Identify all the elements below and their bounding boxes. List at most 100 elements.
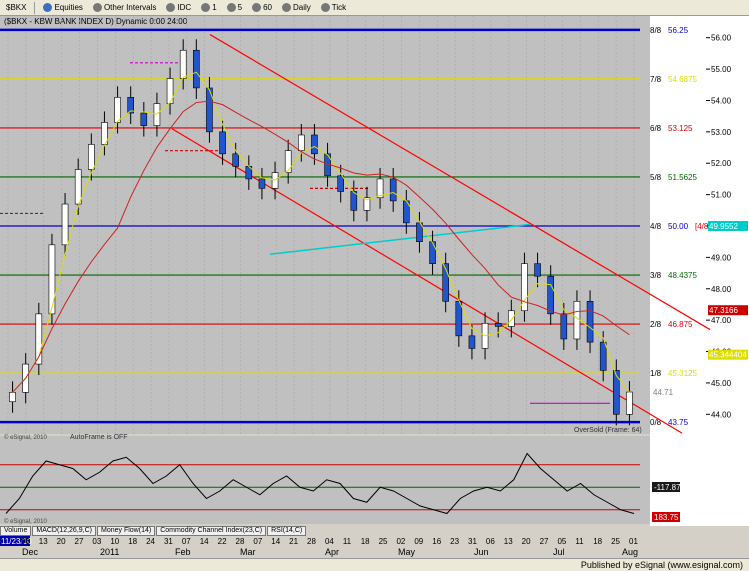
candle-body xyxy=(61,203,69,246)
level-value-label: 46.875 xyxy=(668,320,693,329)
trend-channel xyxy=(0,34,711,434)
candle-body xyxy=(508,310,515,327)
candle-body xyxy=(626,391,633,415)
price-tick-label: 54.00 xyxy=(711,96,732,105)
moving-average-slow xyxy=(12,100,630,393)
candle-body xyxy=(363,197,371,211)
date-day-label: 21 xyxy=(289,537,298,546)
candle-body xyxy=(547,275,554,315)
price-pane xyxy=(0,16,650,434)
date-day-label: 18 xyxy=(593,537,602,546)
level-fraction-label: 4/8 xyxy=(650,222,662,231)
candle-body xyxy=(140,112,148,126)
clock-icon xyxy=(226,3,236,12)
candle-body xyxy=(494,322,502,327)
clock-icon xyxy=(252,3,262,12)
level-fraction-label: 6/8 xyxy=(650,124,662,133)
idc-button[interactable]: IDC xyxy=(164,1,193,15)
tick-button[interactable]: Tick xyxy=(319,1,348,15)
price-chart[interactable]: ($BKX - KBW BANK INDEX D) Dynamic 0:00 2… xyxy=(0,16,749,526)
watermark: © eSignal, 2010 xyxy=(4,434,47,441)
date-day-label: 02 xyxy=(396,537,405,546)
chart-title: ($BKX - KBW BANK INDEX D) Dynamic 0:00 2… xyxy=(4,17,188,26)
candle-body xyxy=(101,122,108,145)
candle-body xyxy=(232,153,239,167)
candle-body xyxy=(337,175,344,192)
date-day-label: 04 xyxy=(325,537,334,546)
date-axis-months: Dec 2011 Feb Mar Apr May Jun Jul Aug xyxy=(22,547,638,557)
price-markers: [4/8 49.9552 47.3166 45.344404 44.71 xyxy=(653,221,748,397)
lower-axis-value-2: 183.75 xyxy=(654,513,679,522)
equities-menu[interactable]: Equities xyxy=(41,1,84,15)
interval-1-button[interactable]: 1 xyxy=(199,1,218,15)
candle-body xyxy=(586,301,594,343)
candle-body xyxy=(114,97,121,123)
candle-body xyxy=(179,49,187,79)
lower-axis-box-1 xyxy=(652,482,680,492)
price-tick-label: 52.00 xyxy=(711,159,732,168)
level-fraction-label: 3/8 xyxy=(650,271,662,280)
date-day-label: 24 xyxy=(146,537,155,546)
price-tick-label: 56.00 xyxy=(711,34,732,43)
date-day-label: 01 xyxy=(629,537,638,546)
candle-body xyxy=(560,313,568,340)
price-tick-label: 51.00 xyxy=(711,191,732,200)
price-tick-label: 49.00 xyxy=(711,253,732,262)
date-day-label: 27 xyxy=(75,537,84,546)
price-tick-label: 48.00 xyxy=(711,285,732,294)
candle-body xyxy=(389,178,397,202)
separator xyxy=(34,1,36,14)
date-day-label: 11 xyxy=(575,537,584,546)
date-day-label: 25 xyxy=(379,537,388,546)
date-month-label: Dec xyxy=(22,547,39,557)
date-day-label: 11/23/10 xyxy=(1,537,32,546)
other-intervals-menu[interactable]: Other Intervals xyxy=(91,1,158,15)
interval-60-button[interactable]: 60 xyxy=(250,1,274,15)
level-fraction-label: 7/8 xyxy=(650,75,662,84)
candle-body xyxy=(521,263,528,312)
tab-money-flow[interactable]: Money Flow(14) xyxy=(97,526,156,536)
candle-body xyxy=(376,178,384,199)
publisher-label: Published by eSignal (www.esignal.com) xyxy=(580,560,743,570)
level-fraction-label: 0/8 xyxy=(650,418,662,427)
date-day-label: 18 xyxy=(361,537,370,546)
level-fraction-label: 8/8 xyxy=(650,26,662,35)
price-tick-label: 55.00 xyxy=(711,65,732,74)
level-fraction-label: 5/8 xyxy=(650,173,662,182)
equities-icon xyxy=(43,3,53,12)
indicator-tabs: Volume MACD(12,26,9,C) Money Flow(14) Co… xyxy=(0,526,749,536)
tab-macd[interactable]: MACD(12,26,9,C) xyxy=(32,526,96,536)
date-month-label: Jun xyxy=(474,547,489,557)
tab-volume[interactable]: Volume xyxy=(0,526,32,536)
tab-cci[interactable]: Commodity Channel Index(23,C) xyxy=(156,526,267,536)
oversold-label: OverSold (Frame: 64) xyxy=(574,427,642,434)
date-day-label: 13 xyxy=(39,537,48,546)
tick-icon xyxy=(320,3,330,12)
tab-rsi[interactable]: RSI(14,C) xyxy=(267,526,307,536)
candle-body xyxy=(166,78,174,104)
interval-5-button[interactable]: 5 xyxy=(225,1,244,15)
date-day-label: 31 xyxy=(468,537,477,546)
candle-body xyxy=(455,301,463,337)
channel-lower-line xyxy=(171,128,683,434)
candle-body xyxy=(613,370,620,415)
candle-body xyxy=(599,341,607,371)
date-month-label: Mar xyxy=(240,547,256,557)
candle-body xyxy=(219,131,226,155)
candle-body xyxy=(350,191,358,211)
price-marker-label: 45.344404 xyxy=(709,351,747,360)
candle-body xyxy=(534,263,541,277)
daily-button[interactable]: Daily xyxy=(280,1,313,15)
date-day-label: 14 xyxy=(271,537,280,546)
symbol-box[interactable]: $BKX xyxy=(6,3,27,12)
level-value-label: 56.25 xyxy=(668,26,689,35)
level-value-label: 48.4375 xyxy=(668,271,697,280)
level-value-label: 43.75 xyxy=(668,418,689,427)
date-day-label: 16 xyxy=(432,537,441,546)
candle-body xyxy=(35,313,43,365)
date-day-label: 20 xyxy=(522,537,531,546)
price-marker-label: [4/8 xyxy=(695,222,709,231)
